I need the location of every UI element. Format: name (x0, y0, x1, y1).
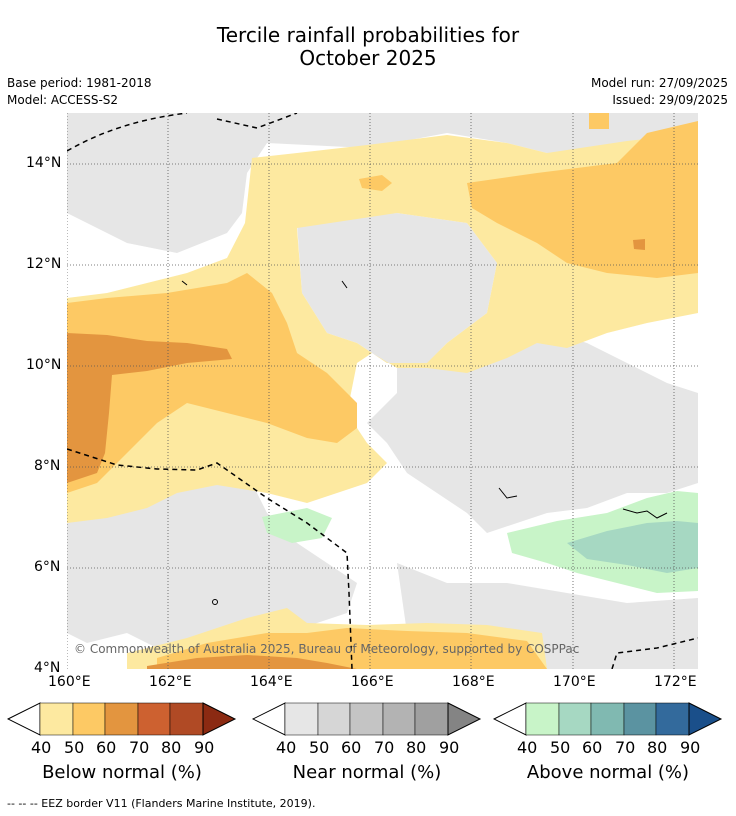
near-normal-region-north (67, 113, 698, 253)
lon-label: 160°E (48, 674, 91, 690)
lon-label: 168°E (452, 674, 495, 690)
swatch (169, 702, 204, 736)
colorbar-near (251, 702, 482, 736)
above-normal-40-region-west (262, 508, 332, 543)
tick: 40 (517, 738, 538, 757)
legend-title: Below normal (%) (42, 762, 202, 783)
tick: 90 (439, 738, 460, 757)
base-period: Base period: 1981-2018 (7, 76, 152, 90)
tick: 60 (96, 738, 117, 757)
tick: 50 (550, 738, 571, 757)
legend-title: Above normal (%) (526, 762, 690, 783)
tick: 70 (129, 738, 150, 757)
below-normal-60-patch (633, 239, 645, 250)
swatch (317, 702, 351, 736)
legend-title: Near normal (%) (292, 762, 442, 783)
legend-area: 40 50 60 70 80 90 Below normal (%) 40 50… (0, 700, 736, 790)
below-normal-60-region-west (67, 333, 232, 483)
tick: 40 (276, 738, 297, 757)
swatch (284, 702, 319, 736)
below-normal-60-region-south (147, 655, 357, 669)
footer-note: -- -- -- EEZ border V11 (Flanders Marine… (7, 797, 316, 810)
lon-label: 166°E (351, 674, 394, 690)
colorbar-above (492, 702, 723, 736)
eez-borders (67, 113, 698, 669)
legend-below: 40 50 60 70 80 90 Below normal (%) (6, 702, 237, 783)
swatch (137, 702, 171, 736)
swatch (104, 702, 139, 736)
near-normal-region-east (367, 328, 698, 533)
tick: 70 (374, 738, 395, 757)
swatch (72, 702, 106, 736)
tick: 80 (406, 738, 427, 757)
swatch (590, 702, 625, 736)
tick: 80 (161, 738, 182, 757)
lon-label: 172°E (654, 674, 697, 690)
islands (181, 280, 668, 605)
tick: 40 (31, 738, 52, 757)
lat-label: 10°N (26, 357, 62, 373)
lon-label: 164°E (250, 674, 293, 690)
copyright-notice: © Commonwealth of Australia 2025, Bureau… (74, 642, 580, 656)
map-title-line1: Tercile rainfall probabilities for (216, 23, 520, 47)
tick: 80 (647, 738, 668, 757)
legend-near: 40 50 60 70 80 90 Near normal (%) (251, 702, 482, 783)
swatch (525, 702, 560, 736)
swatch (39, 702, 74, 736)
tick: 90 (194, 738, 215, 757)
tick: 50 (64, 738, 85, 757)
swatch (558, 702, 592, 736)
swatch (382, 702, 416, 736)
below-normal-50-patch-tiny (589, 113, 609, 129)
below-normal-50-region-west (67, 273, 357, 493)
graticule (67, 113, 698, 669)
lat-label: 6°N (34, 559, 61, 575)
tick: 60 (582, 738, 603, 757)
tick: 70 (615, 738, 636, 757)
tick: 50 (309, 738, 330, 757)
legend-above: 40 50 60 70 80 90 Above normal (%) (492, 702, 723, 783)
above-normal-50-region-east (567, 521, 698, 573)
model-name: Model: ACCESS-S2 (7, 93, 119, 107)
below-normal-50-patch-small (359, 175, 392, 191)
swatch (623, 702, 657, 736)
lon-label: 170°E (553, 674, 596, 690)
lat-label: 4°N (34, 660, 61, 676)
swatch (414, 702, 449, 736)
lat-label: 8°N (34, 458, 61, 474)
model-run: Model run: 27/09/2025 (590, 76, 728, 90)
colorbar-below (6, 702, 237, 736)
tick: 90 (680, 738, 701, 757)
map-title-line2: October 2025 (299, 46, 437, 70)
map-area (67, 113, 698, 669)
lat-label: 14°N (26, 155, 62, 171)
issued-date: Issued: 29/09/2025 (612, 93, 728, 107)
swatch (655, 702, 690, 736)
below-normal-50-region-northeast (467, 121, 698, 278)
swatch (349, 702, 384, 736)
tick: 60 (341, 738, 362, 757)
lon-label: 162°E (149, 674, 192, 690)
near-normal-region-central (297, 213, 497, 363)
lat-label: 12°N (26, 256, 62, 272)
